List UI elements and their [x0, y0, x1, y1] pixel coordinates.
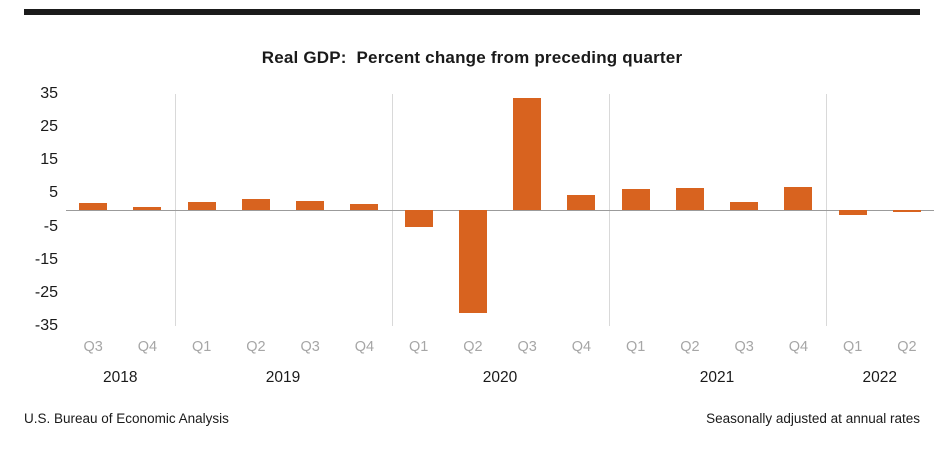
y-axis-tick-label: -25	[34, 283, 58, 301]
adjustment-note: Seasonally adjusted at annual rates	[706, 411, 920, 427]
quarter-label: Q1	[191, 339, 212, 355]
year-label: 2021	[699, 368, 735, 386]
quarter-label: Q2	[897, 339, 917, 355]
quarter-label: Q3	[83, 339, 103, 355]
bar-slot	[175, 94, 229, 326]
y-axis-tick-label: -35	[34, 317, 58, 334]
bar-q1-2	[187, 202, 216, 210]
y-axis-tick-label: -5	[43, 217, 58, 235]
quarter-label: Q4	[571, 339, 592, 355]
bar-q1-10	[621, 189, 650, 210]
quarter-label: Q1	[408, 339, 429, 355]
bar-q4-9	[567, 195, 596, 210]
quarter-label: Q4	[137, 339, 158, 355]
bar-slot	[554, 94, 608, 326]
y-axis: 35 25 15 5 -5 -15 -25 -35	[0, 86, 66, 334]
bar-q4-1	[133, 207, 162, 210]
bar-q3-0	[79, 203, 108, 210]
quarter-label: Q4	[354, 339, 375, 355]
quarter-label: Q4	[788, 339, 809, 355]
bar-q3-4	[296, 200, 325, 210]
quarter-label: Q3	[517, 339, 537, 355]
bar-q2-7	[458, 210, 487, 314]
y-axis-tick-label: 25	[40, 118, 58, 136]
quarter-label: Q1	[842, 339, 863, 355]
bar-slot	[663, 94, 717, 326]
y-axis-tick-label: 35	[40, 85, 58, 102]
quarter-label: Q2	[463, 339, 483, 355]
bar-slot	[880, 94, 934, 326]
bar-slot	[392, 94, 446, 326]
quarter-label: Q2	[246, 339, 266, 355]
bar-q2-15	[892, 210, 921, 212]
bar-slot	[229, 94, 283, 326]
quarter-label: Q3	[300, 339, 320, 355]
year-label: 2018	[103, 368, 138, 386]
bar-q3-12	[730, 202, 759, 210]
bar-slot	[66, 94, 120, 326]
bar-slot	[826, 94, 880, 326]
gdp-bar-chart: 35 25 15 5 -5 -15 -25 -35	[0, 86, 944, 334]
quarter-label: Q1	[625, 339, 646, 355]
year-label: 2019	[265, 368, 301, 386]
bar-slot	[120, 94, 174, 326]
year-label: 2022	[862, 368, 897, 386]
y-axis-tick-label: -15	[34, 250, 58, 268]
y-axis-tick-label: 5	[49, 184, 58, 202]
top-divider-rule	[24, 9, 920, 15]
bar-q4-5	[350, 203, 379, 210]
bar-slot	[337, 94, 391, 326]
bar-q2-3	[241, 199, 270, 210]
quarter-label: Q2	[680, 339, 700, 355]
bar-slot	[609, 94, 663, 326]
bar-q2-11	[675, 187, 704, 210]
bar-slot	[717, 94, 771, 326]
y-axis-tick-label: 15	[40, 151, 58, 169]
plot-area	[66, 94, 934, 326]
bar-slot	[500, 94, 554, 326]
bar-q1-6	[404, 210, 433, 227]
zero-baseline	[66, 210, 934, 211]
bar-slot	[283, 94, 337, 326]
bar-q1-14	[838, 210, 867, 216]
year-label: 2020	[482, 368, 518, 386]
x-axis-quarter-labels: Q3 Q4 Q1 Q2 Q3 Q4 Q1 Q2 Q3 Q4 Q1 Q2 Q3 Q4 Q1 Q2	[66, 339, 934, 356]
chart-title: Real GDP: Percent change from preceding …	[261, 48, 683, 67]
x-axis-year-labels: 2018 2019 2020 2021 2022	[66, 369, 934, 388]
quarter-label: Q3	[734, 339, 754, 355]
chart-footer: U.S. Bureau of Economic Analysis Seasona…	[24, 411, 920, 426]
bar-q4-13	[784, 187, 813, 210]
bar-slot	[446, 94, 500, 326]
bar-slot	[771, 94, 825, 326]
bar-q3-8	[513, 97, 542, 210]
source-attribution: U.S. Bureau of Economic Analysis	[24, 411, 229, 427]
bars-container	[66, 94, 934, 326]
